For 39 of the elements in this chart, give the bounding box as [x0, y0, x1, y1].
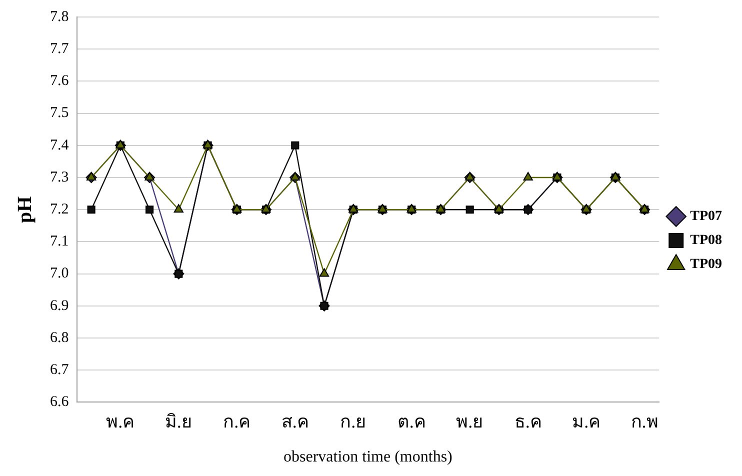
y-tick-label: 7.6	[50, 73, 70, 90]
point	[174, 204, 184, 213]
point	[290, 172, 300, 180]
point	[465, 172, 475, 180]
legend-label: TP09	[690, 257, 722, 272]
y-tick-label: 6.7	[50, 362, 70, 378]
point	[291, 141, 300, 150]
x-tick-label: ธ.ค	[514, 412, 542, 432]
point	[466, 206, 474, 214]
y-tick-label: 7.8	[50, 8, 69, 25]
y-tick-label: 7.3	[50, 169, 69, 186]
x-tick-label: ก.พ	[630, 412, 658, 432]
y-tick-label: 7.5	[50, 105, 69, 122]
x-tick-label: มิ.ย	[164, 412, 192, 432]
x-tick-label: ส.ค	[281, 412, 309, 432]
y-tick-label: 6.6	[50, 394, 70, 410]
y-tick-label: 7.7	[50, 41, 70, 58]
legend-label: TP08	[690, 233, 722, 248]
legend-label: TP07	[690, 209, 722, 224]
y-tick-label: 7.1	[50, 234, 69, 250]
point	[146, 206, 154, 214]
x-tick-label: ต.ค	[397, 412, 426, 432]
x-tick-label: ม.ค	[572, 412, 601, 432]
point	[87, 206, 96, 214]
x-tick-label: พ.ย	[456, 412, 484, 432]
point	[144, 172, 154, 180]
point	[523, 172, 533, 180]
y-tick-label: 6.8	[50, 330, 69, 346]
y-tick-label: 7.2	[50, 202, 69, 218]
y-axis-title: pH	[14, 196, 36, 223]
point	[86, 172, 96, 180]
y-tick-label: 6.9	[50, 298, 69, 314]
y-tick-label: 7.0	[50, 266, 69, 282]
y-tick-label: 7.4	[50, 137, 70, 154]
x-tick-label: ก.ค	[223, 412, 251, 432]
x-axis-title: observation time (months)	[284, 448, 452, 466]
x-tick-label: ก.ย	[340, 412, 367, 432]
point	[319, 268, 330, 277]
x-tick-label: พ.ค	[106, 412, 135, 432]
